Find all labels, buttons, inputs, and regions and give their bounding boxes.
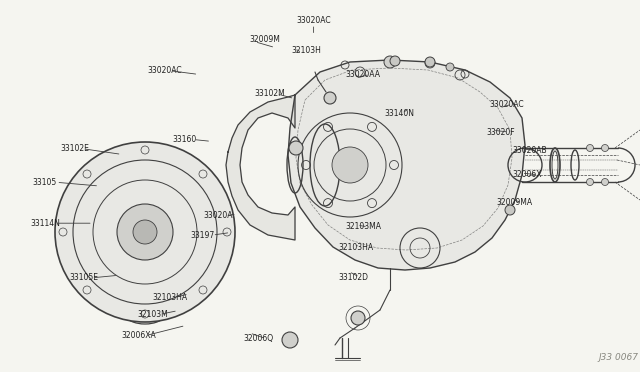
- Text: 33140N: 33140N: [384, 109, 414, 118]
- Circle shape: [390, 56, 400, 66]
- Text: 33020AC: 33020AC: [296, 16, 331, 25]
- Text: 32103HA: 32103HA: [152, 293, 188, 302]
- Text: 32006Q: 32006Q: [243, 334, 273, 343]
- Circle shape: [384, 56, 396, 68]
- Circle shape: [505, 205, 515, 215]
- Text: 32103H: 32103H: [291, 46, 321, 55]
- Text: 32103MA: 32103MA: [346, 222, 381, 231]
- Circle shape: [446, 63, 454, 71]
- Text: 33160: 33160: [173, 135, 197, 144]
- Text: 32006X: 32006X: [512, 170, 541, 179]
- Text: 33020AC: 33020AC: [490, 100, 524, 109]
- Text: 33102D: 33102D: [338, 273, 368, 282]
- Circle shape: [602, 179, 609, 186]
- Text: 32009MA: 32009MA: [496, 198, 532, 207]
- Circle shape: [55, 142, 235, 322]
- Text: 33105E: 33105E: [69, 273, 98, 282]
- Circle shape: [351, 311, 365, 325]
- Text: 33020AA: 33020AA: [346, 70, 381, 79]
- Text: 33197: 33197: [191, 231, 215, 240]
- Polygon shape: [226, 95, 295, 240]
- Text: 33105: 33105: [32, 178, 56, 187]
- Text: 32006XA: 32006XA: [122, 331, 156, 340]
- Text: 33020AC: 33020AC: [147, 66, 182, 75]
- Circle shape: [602, 144, 609, 151]
- Text: 32103HA: 32103HA: [338, 243, 373, 252]
- Text: 33020F: 33020F: [486, 128, 515, 137]
- Circle shape: [332, 147, 368, 183]
- Polygon shape: [288, 60, 525, 270]
- Text: 33102M: 33102M: [255, 89, 285, 98]
- Text: 33114N: 33114N: [31, 219, 61, 228]
- Circle shape: [282, 332, 298, 348]
- Circle shape: [133, 220, 157, 244]
- Text: J33 0067: J33 0067: [598, 353, 638, 362]
- Circle shape: [117, 204, 173, 260]
- Circle shape: [324, 92, 336, 104]
- Circle shape: [425, 57, 435, 67]
- Circle shape: [586, 144, 593, 151]
- Text: 33020AB: 33020AB: [512, 146, 547, 155]
- Text: 32103M: 32103M: [138, 310, 168, 319]
- Text: 32009M: 32009M: [250, 35, 280, 44]
- Circle shape: [289, 141, 303, 155]
- Text: 33102E: 33102E: [61, 144, 90, 153]
- Circle shape: [586, 179, 593, 186]
- Text: 33020A: 33020A: [204, 211, 233, 220]
